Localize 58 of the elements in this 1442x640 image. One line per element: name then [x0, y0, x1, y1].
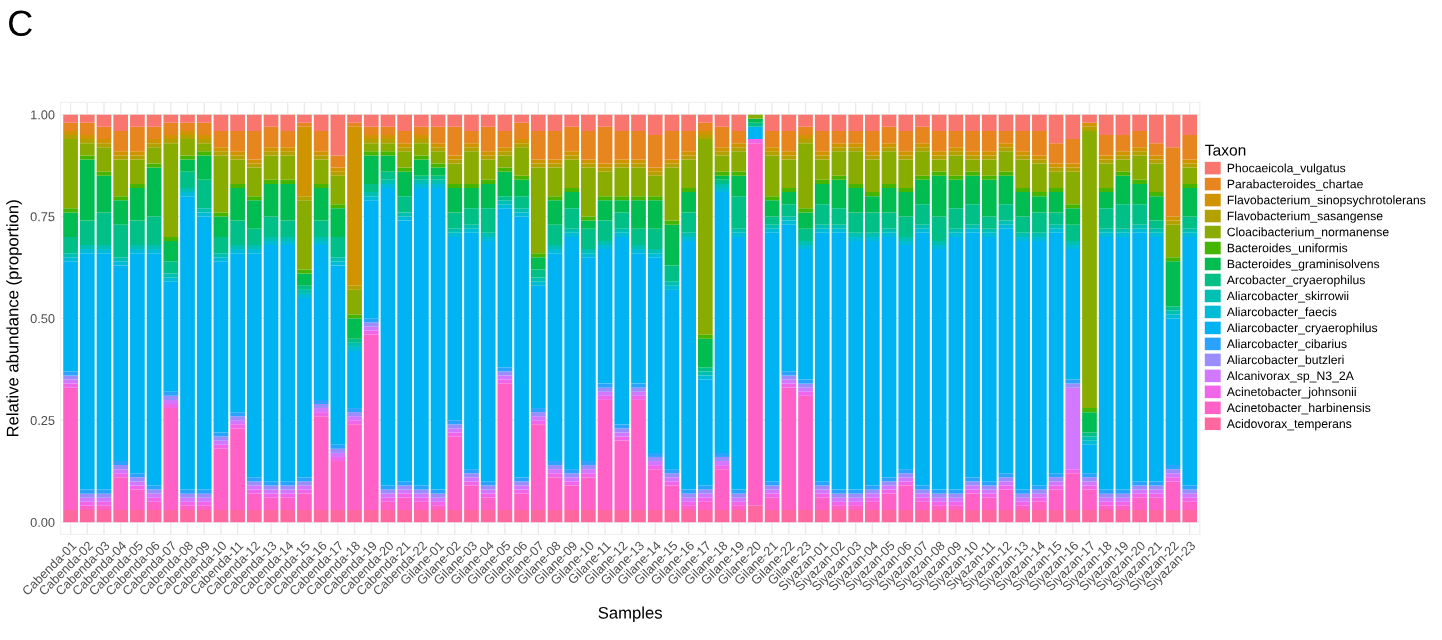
bar [163, 261, 179, 274]
bar [163, 240, 179, 262]
bar [564, 187, 580, 193]
bar [931, 240, 947, 246]
bar [380, 171, 396, 180]
bar [397, 196, 413, 213]
bar [1182, 167, 1198, 184]
bar [1065, 387, 1081, 470]
chart-title: C [9, 10, 32, 37]
bar [898, 187, 914, 193]
bar [530, 257, 546, 270]
bar [363, 183, 379, 193]
bar [898, 240, 914, 246]
bar [714, 456, 730, 462]
bar [597, 240, 613, 246]
bar [1165, 224, 1181, 258]
bar [1065, 224, 1081, 241]
bar [697, 338, 713, 368]
bar [681, 212, 696, 233]
bar [714, 187, 730, 193]
bar [163, 403, 179, 409]
bar [313, 403, 329, 409]
bar [781, 204, 797, 217]
bar [764, 216, 780, 225]
bar [798, 240, 813, 246]
bar [1098, 187, 1114, 193]
bar [530, 269, 546, 278]
bar [347, 289, 362, 315]
y-axis-title: Relative abundance (proportion) [6, 200, 22, 437]
bar [180, 187, 195, 193]
bar [297, 200, 312, 270]
bar [1048, 187, 1064, 193]
bar [748, 126, 763, 140]
bar [313, 220, 329, 237]
bar [647, 456, 663, 462]
bar [1182, 216, 1198, 229]
bar [1082, 412, 1097, 433]
bar [297, 273, 312, 286]
bar [781, 187, 797, 193]
bar [297, 293, 312, 299]
bar [1165, 261, 1181, 307]
bar [731, 196, 747, 229]
bar [330, 456, 346, 462]
bar [1065, 240, 1081, 246]
bar [581, 220, 596, 229]
bar [313, 240, 329, 246]
bar [681, 187, 696, 193]
bar [681, 192, 696, 213]
x-axis-title: Samples [598, 606, 662, 622]
bar [347, 318, 362, 339]
bar [1182, 187, 1198, 217]
bar [330, 155, 346, 168]
bar [798, 228, 813, 241]
bar [664, 265, 680, 282]
bar [313, 130, 329, 152]
bar [798, 212, 813, 229]
bar [1015, 187, 1031, 193]
bar [330, 236, 346, 258]
